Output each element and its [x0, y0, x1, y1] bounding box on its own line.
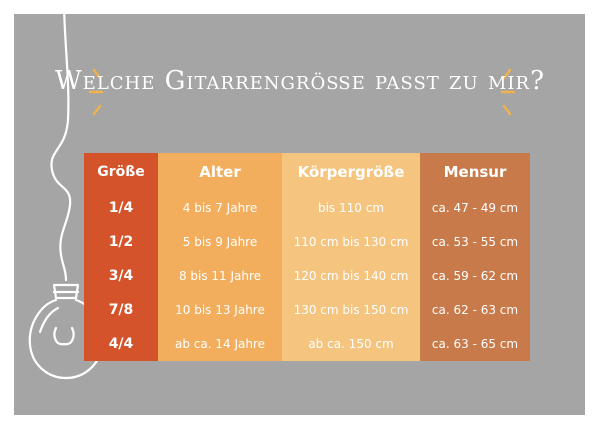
header-koerpergroesse: Körpergröße	[282, 153, 420, 191]
cell-groesse: 1/2	[84, 225, 158, 259]
cell-koerpergroesse: bis 110 cm	[282, 191, 420, 225]
cell-koerpergroesse: 120 cm bis 140 cm	[282, 259, 420, 293]
cell-mensur: ca. 63 - 65 cm	[420, 327, 530, 361]
cell-mensur: ca. 62 - 63 cm	[420, 293, 530, 327]
cell-mensur: ca. 47 - 49 cm	[420, 191, 530, 225]
table-row: 3/4 8 bis 11 Jahre 120 cm bis 140 cm ca.…	[84, 259, 530, 293]
table-row: 4/4 ab ca. 14 Jahre ab ca. 150 cm ca. 63…	[84, 327, 530, 361]
cell-groesse: 7/8	[84, 293, 158, 327]
table-row: 7/8 10 bis 13 Jahre 130 cm bis 150 cm ca…	[84, 293, 530, 327]
cell-koerpergroesse: 110 cm bis 130 cm	[282, 225, 420, 259]
cell-groesse: 4/4	[84, 327, 158, 361]
header-mensur: Mensur	[420, 153, 530, 191]
cell-alter: 10 bis 13 Jahre	[158, 293, 282, 327]
table-row: 1/2 5 bis 9 Jahre 110 cm bis 130 cm ca. …	[84, 225, 530, 259]
cell-alter: 5 bis 9 Jahre	[158, 225, 282, 259]
table-row: 1/4 4 bis 7 Jahre bis 110 cm ca. 47 - 49…	[84, 191, 530, 225]
header-groesse: Größe	[84, 153, 158, 191]
cell-groesse: 1/4	[84, 191, 158, 225]
cell-koerpergroesse: 130 cm bis 150 cm	[282, 293, 420, 327]
guitar-size-table: Größe Alter Körpergröße Mensur 1/4 4 bis…	[84, 153, 530, 361]
cell-mensur: ca. 59 - 62 cm	[420, 259, 530, 293]
cell-koerpergroesse: ab ca. 150 cm	[282, 327, 420, 361]
spark-icon	[500, 68, 516, 116]
cell-mensur: ca. 53 - 55 cm	[420, 225, 530, 259]
table-header-row: Größe Alter Körpergröße Mensur	[84, 153, 530, 191]
cell-alter: ab ca. 14 Jahre	[158, 327, 282, 361]
cell-alter: 4 bis 7 Jahre	[158, 191, 282, 225]
cell-groesse: 3/4	[84, 259, 158, 293]
spark-icon	[88, 68, 104, 116]
cell-alter: 8 bis 11 Jahre	[158, 259, 282, 293]
page-title: Welche Gitarrengröße passt zu mir?	[54, 66, 546, 96]
header-alter: Alter	[158, 153, 282, 191]
